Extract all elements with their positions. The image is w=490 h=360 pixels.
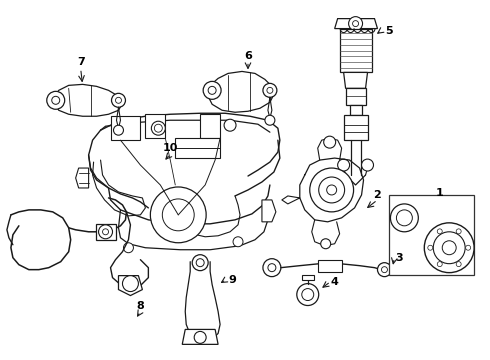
Text: 6: 6 [244, 51, 252, 62]
Polygon shape [119, 276, 143, 296]
Circle shape [162, 199, 194, 231]
Circle shape [267, 87, 273, 93]
Circle shape [324, 136, 336, 148]
Circle shape [362, 159, 373, 171]
Circle shape [391, 204, 418, 232]
Circle shape [116, 97, 122, 103]
Circle shape [224, 119, 236, 131]
Circle shape [466, 245, 470, 250]
Circle shape [442, 241, 456, 255]
Circle shape [52, 96, 60, 104]
Polygon shape [96, 224, 116, 240]
Circle shape [150, 187, 206, 243]
Circle shape [396, 210, 413, 226]
Polygon shape [200, 114, 220, 138]
Circle shape [263, 84, 277, 97]
Text: 10: 10 [163, 143, 178, 153]
Circle shape [318, 177, 344, 203]
Circle shape [297, 284, 318, 306]
Polygon shape [340, 28, 371, 72]
Polygon shape [182, 329, 218, 345]
Polygon shape [111, 116, 141, 140]
Circle shape [310, 168, 354, 212]
Text: 7: 7 [77, 58, 84, 67]
Circle shape [47, 91, 65, 109]
Polygon shape [146, 114, 165, 138]
Circle shape [123, 243, 133, 253]
Circle shape [377, 263, 392, 276]
Bar [390, 195, 474, 275]
Text: 8: 8 [137, 301, 144, 311]
Circle shape [194, 332, 206, 343]
Polygon shape [343, 72, 368, 88]
Circle shape [233, 237, 243, 247]
Circle shape [263, 259, 281, 276]
Circle shape [122, 276, 138, 292]
Circle shape [98, 225, 113, 239]
Circle shape [437, 229, 442, 234]
Circle shape [151, 121, 165, 135]
Text: 3: 3 [395, 253, 403, 263]
Polygon shape [335, 19, 377, 28]
Circle shape [265, 115, 275, 125]
Text: 4: 4 [331, 276, 339, 287]
Circle shape [196, 259, 204, 267]
Circle shape [114, 125, 123, 135]
Circle shape [456, 229, 461, 234]
Circle shape [208, 86, 216, 94]
Circle shape [437, 262, 442, 267]
Circle shape [428, 245, 433, 250]
Circle shape [102, 229, 108, 235]
Polygon shape [262, 200, 276, 222]
Text: 2: 2 [373, 190, 381, 200]
Circle shape [302, 289, 314, 301]
Text: 5: 5 [386, 26, 393, 36]
Circle shape [203, 81, 221, 99]
Text: 9: 9 [228, 275, 236, 285]
Polygon shape [343, 115, 368, 140]
Circle shape [338, 159, 349, 171]
Circle shape [433, 232, 465, 264]
Circle shape [353, 21, 359, 27]
Polygon shape [345, 88, 366, 105]
Polygon shape [318, 260, 342, 272]
Polygon shape [175, 138, 220, 158]
Circle shape [112, 93, 125, 107]
Polygon shape [302, 275, 314, 280]
Polygon shape [349, 105, 362, 115]
Text: 1: 1 [436, 188, 443, 198]
Circle shape [268, 264, 276, 272]
Circle shape [424, 223, 474, 273]
Circle shape [348, 17, 363, 31]
Circle shape [327, 185, 337, 195]
Circle shape [382, 267, 388, 273]
Circle shape [154, 124, 162, 132]
Circle shape [192, 255, 208, 271]
Circle shape [321, 239, 331, 249]
Polygon shape [75, 168, 89, 188]
Circle shape [456, 262, 461, 267]
